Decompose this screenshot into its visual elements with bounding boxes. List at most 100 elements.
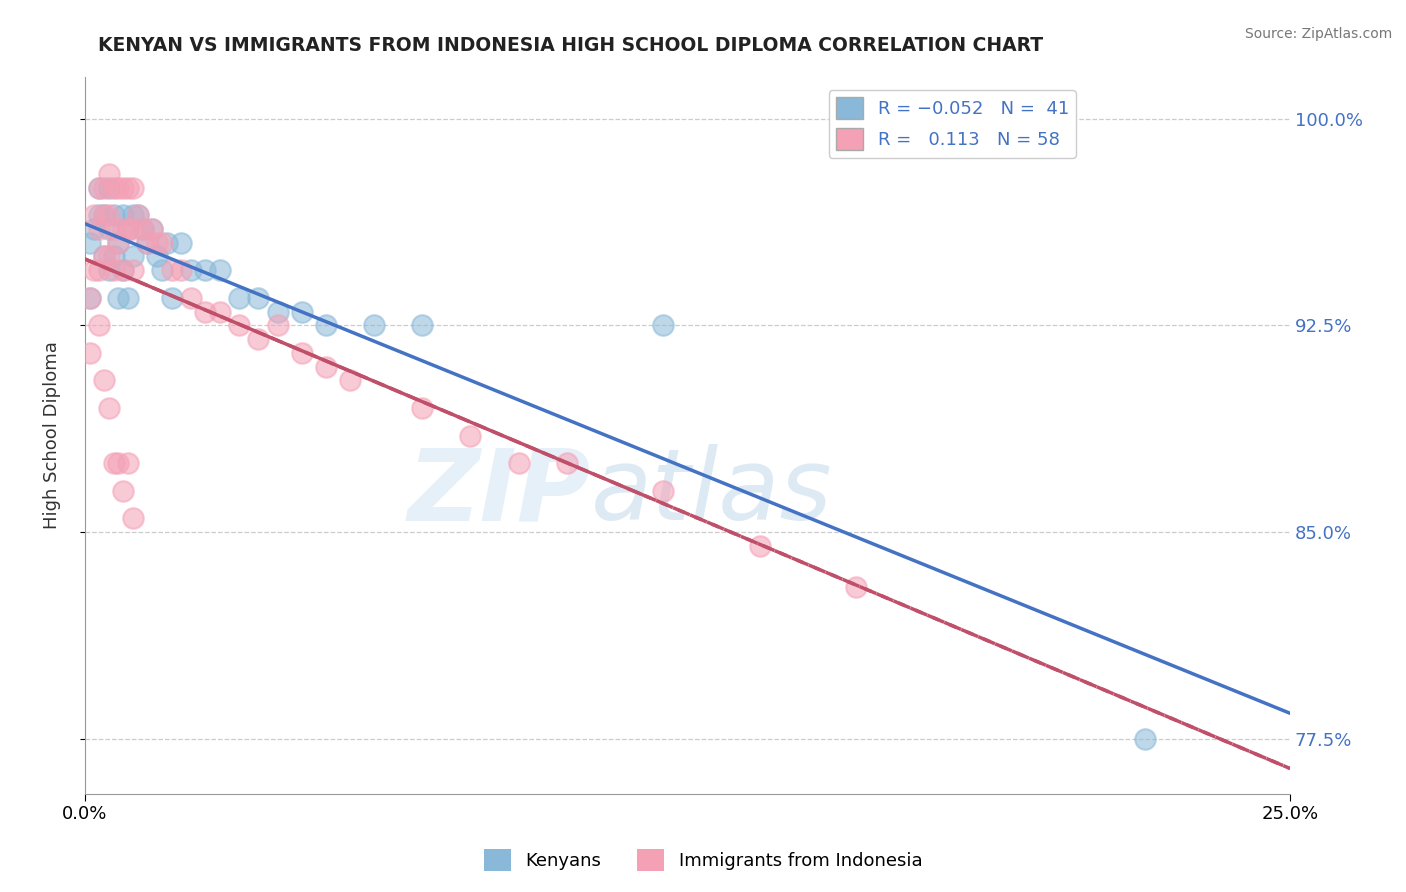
Point [122,511,145,525]
Point [89,222,111,236]
Point [117,180,139,194]
Y-axis label: High School Diploma: High School Diploma [44,342,60,530]
Text: KENYAN VS IMMIGRANTS FROM INDONESIA HIGH SCHOOL DIPLOMA CORRELATION CHART: KENYAN VS IMMIGRANTS FROM INDONESIA HIGH… [98,36,1043,54]
Point [748,539,770,553]
Point [79,291,101,305]
Point [208,304,231,318]
Point [136,235,159,250]
Text: Source: ZipAtlas.com: Source: ZipAtlas.com [1244,27,1392,41]
Point [555,456,578,470]
Point [122,263,145,277]
Point [146,235,169,250]
Point [112,263,135,277]
Point [93,250,115,264]
Point [112,263,135,277]
Point [460,428,482,442]
Point [97,250,120,264]
Point [117,291,139,305]
Point [228,291,250,305]
Point [103,208,125,222]
Point [107,291,129,305]
Point [93,374,115,388]
Point [117,222,139,236]
Point [97,208,120,222]
Point [97,263,120,277]
Point [141,222,163,236]
Point [103,250,125,264]
Point [89,208,111,222]
Point [107,456,129,470]
Point [127,208,149,222]
Point [170,263,193,277]
Point [146,250,169,264]
Point [291,346,314,360]
Point [339,374,361,388]
Point [141,222,163,236]
Point [411,401,433,415]
Point [411,318,433,333]
Point [228,318,250,333]
Point [170,235,193,250]
Point [266,318,288,333]
Point [93,180,115,194]
Point [89,180,111,194]
Point [315,359,337,374]
Point [79,346,101,360]
Point [112,483,135,498]
Text: atlas: atlas [591,444,832,541]
Point [156,235,179,250]
Point [845,580,868,594]
Point [122,250,145,264]
Point [247,291,270,305]
Point [122,222,145,236]
Point [180,263,202,277]
Point [291,304,314,318]
Point [136,235,159,250]
Point [315,318,337,333]
Point [97,167,120,181]
Point [83,208,105,222]
Point [93,250,115,264]
Point [150,235,173,250]
Point [107,235,129,250]
Point [107,235,129,250]
Point [652,318,675,333]
Legend: Kenyans, Immigrants from Indonesia: Kenyans, Immigrants from Indonesia [477,842,929,879]
Point [79,291,101,305]
Point [112,222,135,236]
Point [131,222,153,236]
Point [112,180,135,194]
Point [127,208,149,222]
Point [266,304,288,318]
Point [93,208,115,222]
Point [112,208,135,222]
Text: ZIP: ZIP [408,444,591,541]
Point [117,456,139,470]
Point [103,180,125,194]
Point [122,180,145,194]
Point [89,180,111,194]
Point [107,180,129,194]
Point [180,291,202,305]
Point [89,318,111,333]
Point [194,263,217,277]
Point [363,318,385,333]
Point [508,456,530,470]
Point [1135,731,1157,746]
Point [194,304,217,318]
Point [208,263,231,277]
Point [83,263,105,277]
Point [89,263,111,277]
Point [93,208,115,222]
Point [83,222,105,236]
Point [131,222,153,236]
Point [150,263,173,277]
Point [117,222,139,236]
Point [97,401,120,415]
Point [160,291,183,305]
Point [160,263,183,277]
Point [247,332,270,346]
Point [103,456,125,470]
Point [652,483,675,498]
Point [103,222,125,236]
